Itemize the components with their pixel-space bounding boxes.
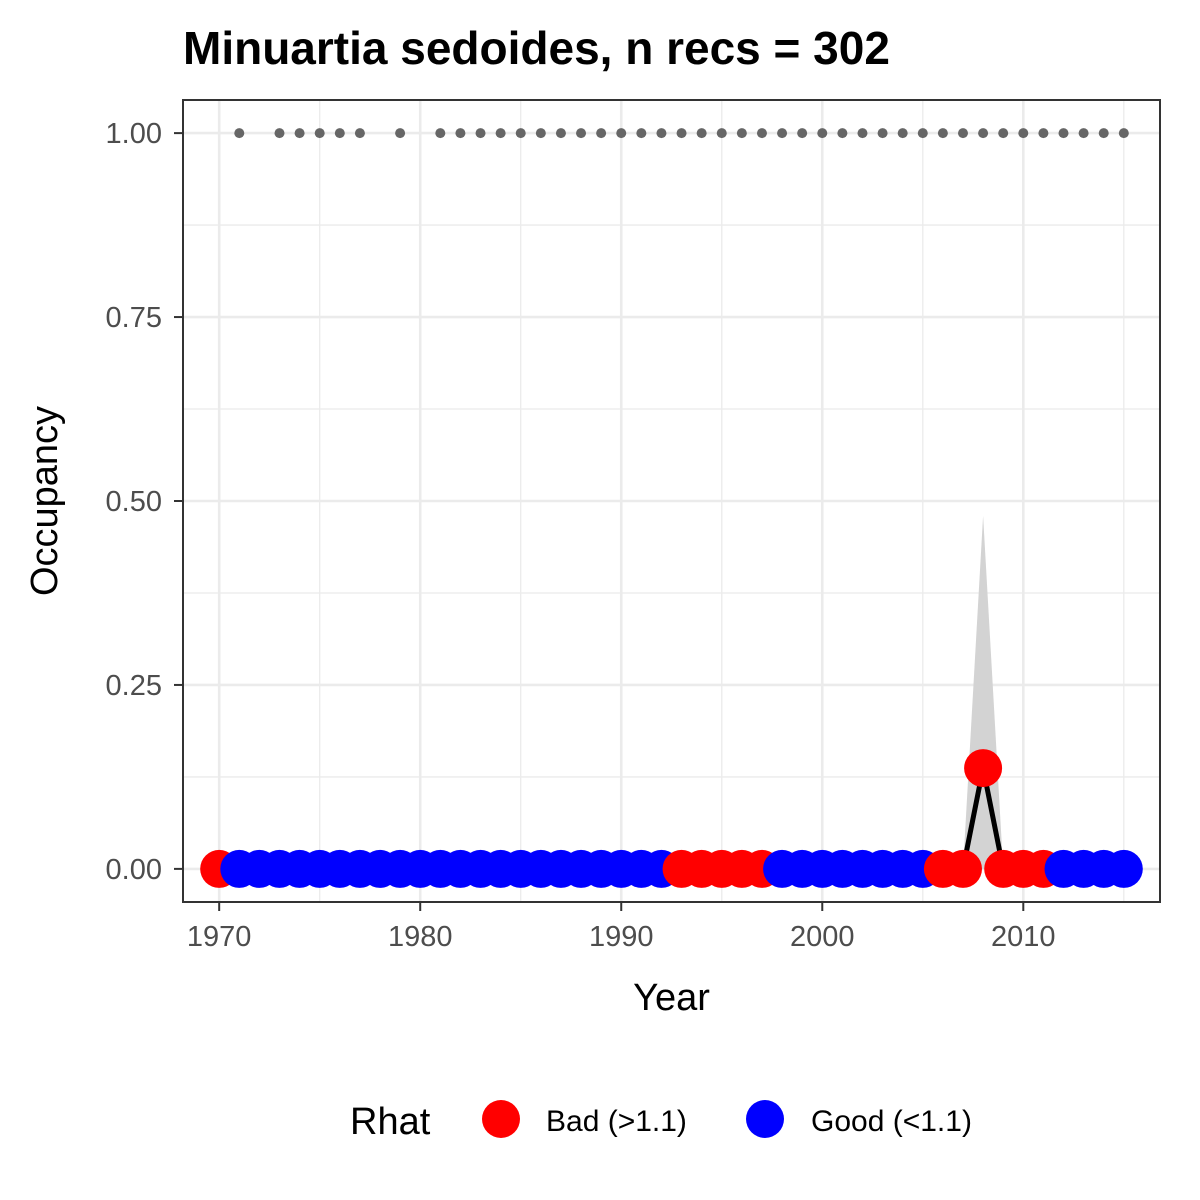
y-tick-label: 0.25 xyxy=(106,670,162,702)
record-point xyxy=(957,128,968,139)
record-point xyxy=(998,128,1009,139)
legend-key-bad xyxy=(482,1100,520,1138)
record-point xyxy=(596,128,607,139)
record-point xyxy=(656,128,667,139)
record-point xyxy=(314,128,325,139)
record-point xyxy=(555,128,566,139)
y-tick-label: 0.00 xyxy=(106,854,162,886)
legend: Rhat Bad (>1.1) Good (<1.1) xyxy=(350,1100,972,1143)
record-point xyxy=(636,128,647,139)
occupancy-point-2015 xyxy=(1104,849,1143,888)
x-tick-label: 1980 xyxy=(388,921,453,953)
record-point xyxy=(857,128,868,139)
records-layer xyxy=(234,128,1129,139)
record-point xyxy=(696,128,707,139)
record-point xyxy=(535,128,546,139)
occupancy-point-2008 xyxy=(964,749,1003,788)
record-point xyxy=(576,128,587,139)
record-point xyxy=(676,128,687,139)
record-point xyxy=(274,128,285,139)
record-point xyxy=(455,128,466,139)
record-point xyxy=(475,128,486,139)
record-point xyxy=(777,128,788,139)
legend-label-bad: Bad (>1.1) xyxy=(546,1105,687,1138)
record-point xyxy=(756,128,767,139)
y-tick-label: 0.75 xyxy=(106,302,162,334)
record-point xyxy=(1078,128,1089,139)
x-tick-label: 1990 xyxy=(589,921,654,953)
record-point xyxy=(435,128,446,139)
legend-key-good xyxy=(746,1100,784,1138)
record-point xyxy=(515,128,526,139)
record-point xyxy=(937,128,948,139)
record-point xyxy=(716,128,727,139)
record-point xyxy=(616,128,627,139)
record-point xyxy=(354,128,365,139)
record-point xyxy=(1098,128,1109,139)
record-point xyxy=(897,128,908,139)
x-axis-title: Year xyxy=(633,977,710,1019)
legend-label-good: Good (<1.1) xyxy=(811,1105,972,1138)
x-tick-label: 1970 xyxy=(187,921,252,953)
x-tick-label: 2010 xyxy=(991,921,1056,953)
record-point xyxy=(917,128,928,139)
y-tick-label: 1.00 xyxy=(106,118,162,150)
rhat-points-layer xyxy=(200,749,1143,888)
record-point xyxy=(817,128,828,139)
chart-title: Minuartia sedoides, n recs = 302 xyxy=(183,22,890,74)
record-point xyxy=(234,128,245,139)
record-point xyxy=(334,128,345,139)
record-point xyxy=(1118,128,1129,139)
record-point xyxy=(877,128,888,139)
y-tick-label: 0.50 xyxy=(106,486,162,518)
record-point xyxy=(395,128,406,139)
record-point xyxy=(1058,128,1069,139)
x-axis: 1970 1980 1990 2000 2010 xyxy=(187,902,1056,953)
record-point xyxy=(1018,128,1029,139)
y-axis: 0.00 0.25 0.50 0.75 1.00 xyxy=(106,118,183,886)
y-axis-title: Occupancy xyxy=(24,406,66,596)
legend-title: Rhat xyxy=(350,1101,431,1143)
x-tick-label: 2000 xyxy=(790,921,855,953)
record-point xyxy=(978,128,989,139)
record-point xyxy=(1038,128,1049,139)
record-point xyxy=(797,128,808,139)
occupancy-point-2007 xyxy=(943,849,982,888)
record-point xyxy=(837,128,848,139)
record-point xyxy=(294,128,305,139)
record-point xyxy=(736,128,747,139)
record-point xyxy=(495,128,506,139)
